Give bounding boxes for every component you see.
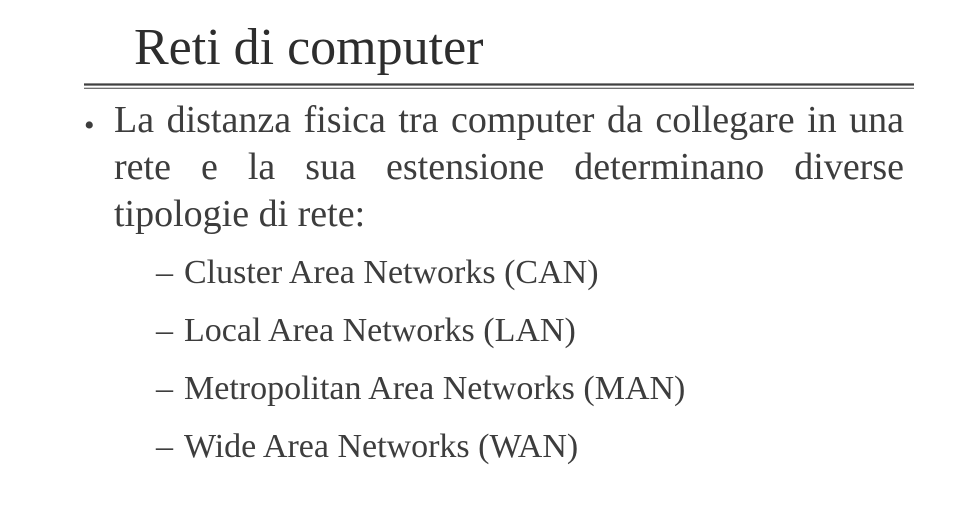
slide: Reti di computer • La distanza fisica tr… bbox=[0, 0, 960, 522]
dash-icon: – bbox=[156, 312, 184, 350]
title-rule bbox=[84, 83, 912, 89]
dash-icon: – bbox=[156, 254, 184, 292]
slide-title: Reti di computer bbox=[134, 18, 912, 77]
double-rule-icon bbox=[84, 83, 914, 89]
lead-bullet: • La distanza fisica tra computer da col… bbox=[84, 97, 904, 238]
list-item-label: Local Area Networks (LAN) bbox=[184, 312, 576, 350]
list-item-label: Metropolitan Area Networks (MAN) bbox=[184, 370, 685, 408]
lead-text: La distanza fisica tra computer da colle… bbox=[114, 97, 904, 238]
slide-body: • La distanza fisica tra computer da col… bbox=[84, 97, 904, 466]
list-item: – Cluster Area Networks (CAN) bbox=[156, 254, 904, 292]
dash-icon: – bbox=[156, 370, 184, 408]
list-item-label: Cluster Area Networks (CAN) bbox=[184, 254, 599, 292]
list-item-label: Wide Area Networks (WAN) bbox=[184, 428, 578, 466]
list-item: – Wide Area Networks (WAN) bbox=[156, 428, 904, 466]
list-item: – Metropolitan Area Networks (MAN) bbox=[156, 370, 904, 408]
network-type-list: – Cluster Area Networks (CAN) – Local Ar… bbox=[156, 254, 904, 466]
bullet-icon: • bbox=[84, 111, 114, 141]
dash-icon: – bbox=[156, 428, 184, 466]
list-item: – Local Area Networks (LAN) bbox=[156, 312, 904, 350]
